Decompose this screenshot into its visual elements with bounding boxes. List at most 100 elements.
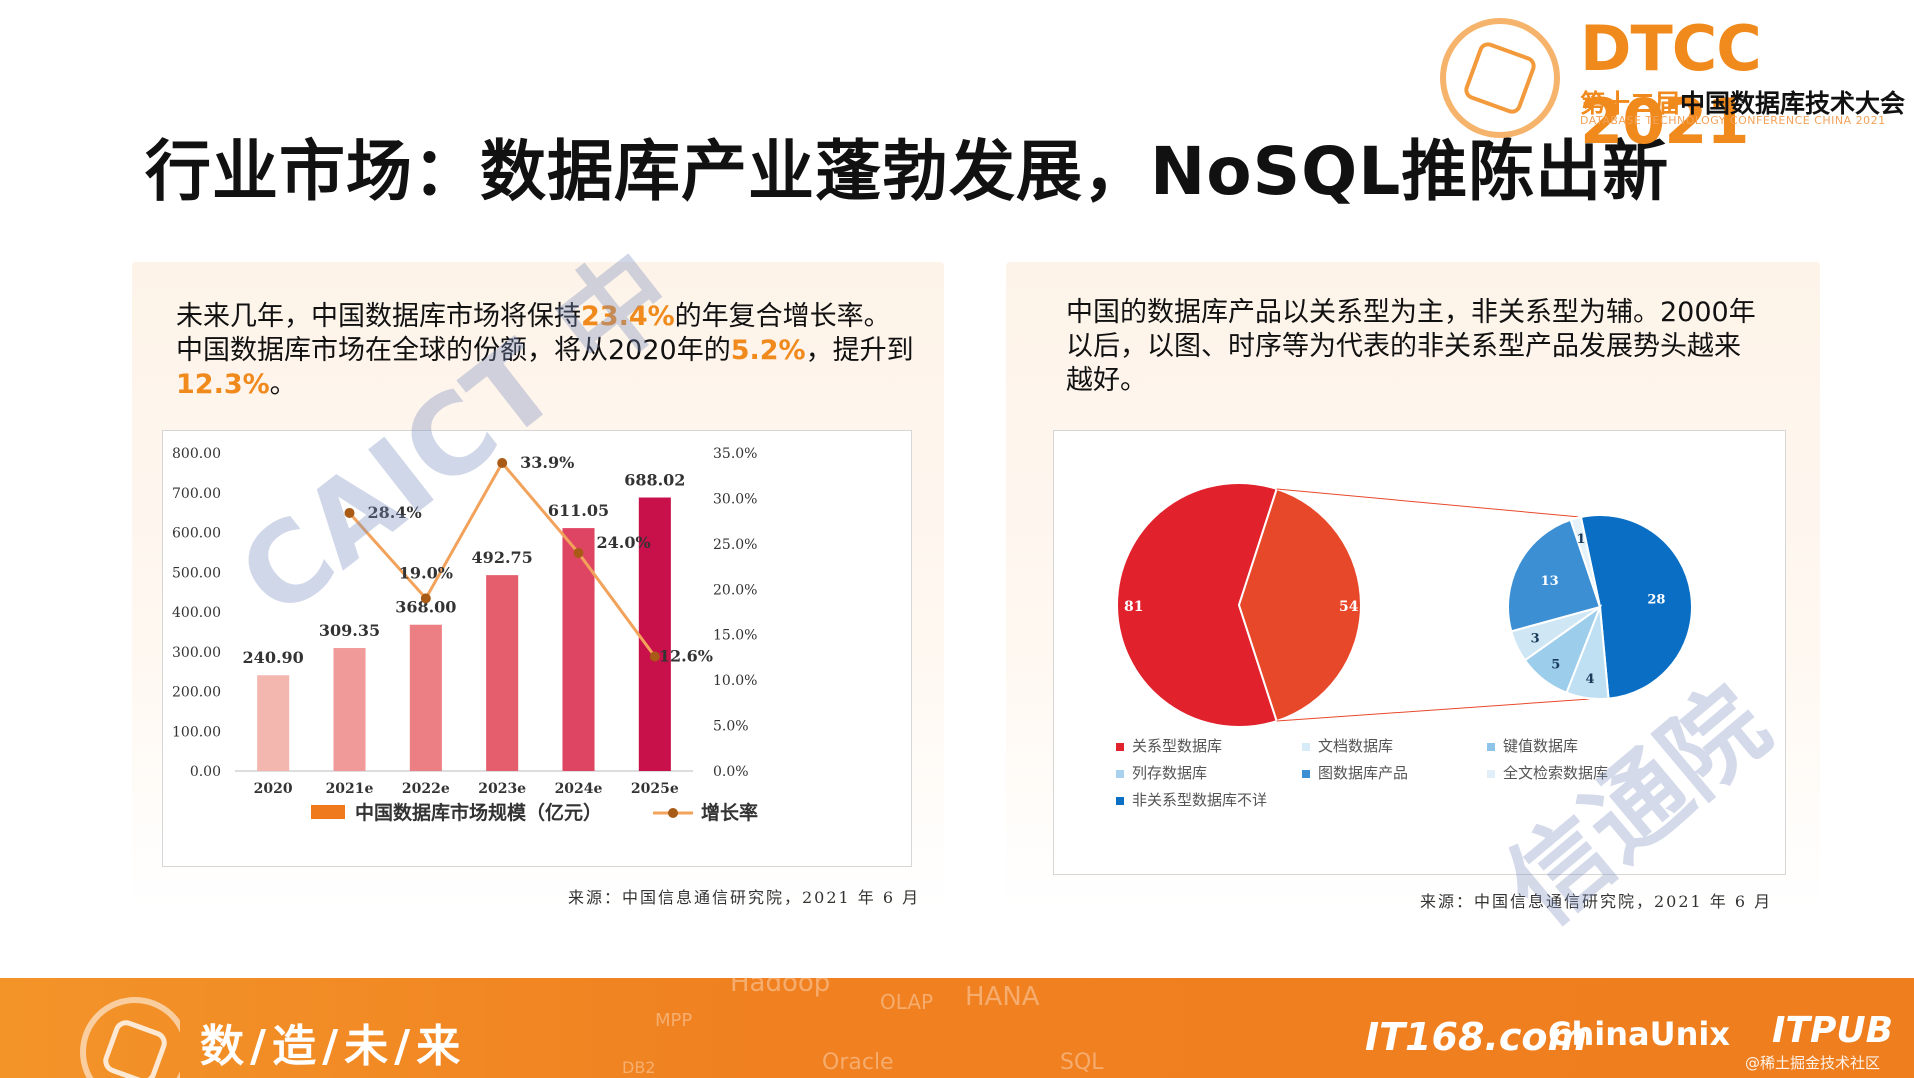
y-left-tick-label: 200.00 xyxy=(172,685,221,701)
it168-logo[interactable]: IT168.com xyxy=(1365,1015,1588,1059)
left-highlight-3: 12.3% xyxy=(176,369,270,400)
left-highlight-2: 5.2% xyxy=(730,335,806,366)
y-right-tick-label: 35.0% xyxy=(713,446,757,462)
pie-legend-label: 非关系型数据库不详 xyxy=(1132,791,1267,809)
left-text-1: 未来几年，中国数据库市场将保持 xyxy=(176,301,581,332)
pie-legend-swatch xyxy=(1116,797,1124,805)
y-left-tick-label: 100.00 xyxy=(172,724,221,740)
breakdown-slice-label: 28 xyxy=(1647,592,1665,607)
right-source: 来源：中国信息通信研究院，2021 年 6 月 xyxy=(1420,892,1773,911)
y-left-tick-label: 400.00 xyxy=(172,605,221,621)
footer-logo-icon xyxy=(80,997,180,1078)
page-title: 行业市场：数据库产业蓬勃发展，NoSQL推陈出新 xyxy=(145,133,1670,210)
brand-subtitle: 第十二届中国数据库技术大会 xyxy=(1580,84,1905,120)
pie-legend-swatch xyxy=(1487,743,1495,751)
left-description: 未来几年，中国数据库市场将保持23.4%的年复合增长率。中国数据库市场在全球的份… xyxy=(176,300,916,402)
connector-line-top xyxy=(1276,488,1581,518)
x-tick-label: 2020 xyxy=(254,781,293,797)
y-right-tick-label: 30.0% xyxy=(713,491,757,507)
bar-value-label: 688.02 xyxy=(624,471,685,490)
y-left-tick-label: 700.00 xyxy=(172,486,221,502)
breakdown-slice-label: 5 xyxy=(1551,658,1560,673)
left-text-3: ，提升到 xyxy=(805,335,914,366)
y-right-tick-label: 20.0% xyxy=(713,582,757,598)
dtcc-logo-icon xyxy=(1440,18,1560,138)
bar-value-label: 368.00 xyxy=(395,598,456,617)
growth-rate-label: 12.6% xyxy=(659,647,713,666)
growth-rate-label: 24.0% xyxy=(597,533,651,552)
breakdown-slice-label: 1 xyxy=(1577,532,1586,547)
y-right-tick-label: 5.0% xyxy=(713,719,749,735)
market-size-chart-svg: 0.00 100.00 200.00 300.00 400.00 500.00 600.00… xyxy=(172,446,758,824)
x-tick-label: 2023e xyxy=(478,781,526,797)
y-left-tick-label: 500.00 xyxy=(172,565,221,581)
growth-rate-point xyxy=(649,651,660,662)
breakdown-slice-label: 3 xyxy=(1531,632,1540,647)
footer-word-db2: DB2 xyxy=(622,1058,656,1077)
growth-rate-label: 33.9% xyxy=(520,453,574,472)
pie-legend-swatch xyxy=(1116,770,1124,778)
footer-word-oracle: Oracle xyxy=(822,1050,894,1075)
pie-label-nonrelational: 54 xyxy=(1339,599,1359,615)
legend-bar-swatch xyxy=(311,805,345,819)
breakdown-slice-label: 4 xyxy=(1585,672,1594,687)
pie-legend-label: 关系型数据库 xyxy=(1132,737,1222,755)
breakdown-slice-label: 13 xyxy=(1541,574,1559,589)
growth-rate-label: 28.4% xyxy=(368,503,422,522)
pie-legend-label: 文档数据库 xyxy=(1318,737,1393,755)
brand-name: DTCC 2021 xyxy=(1580,12,1762,158)
y-right-tick-label: 0.0% xyxy=(713,764,749,780)
footer-slogan: 数/造/未/来 xyxy=(200,1021,467,1072)
y-left-tick-label: 0.00 xyxy=(190,764,221,780)
brand-subtitle-main: 中国数据库技术大会 xyxy=(1680,89,1906,118)
y-left-tick-label: 300.00 xyxy=(172,645,221,661)
footer-bar xyxy=(0,978,1914,1078)
y-left-tick-label: 600.00 xyxy=(172,526,221,542)
legend-line-marker xyxy=(668,808,678,818)
bar-2023e xyxy=(486,575,519,771)
growth-rate-label: 19.0% xyxy=(399,563,453,582)
brand-subtitle-prefix: 第十二届 xyxy=(1580,89,1681,118)
y-right-tick-label: 10.0% xyxy=(713,673,757,689)
bar-2021e xyxy=(333,648,366,771)
bar-2025e xyxy=(638,497,671,771)
bar-value-label: 492.75 xyxy=(472,548,533,567)
itpub-logo[interactable]: ITPUB xyxy=(1772,1010,1894,1051)
bar-value-label: 240.90 xyxy=(243,648,304,667)
pie-legend-swatch xyxy=(1116,743,1124,751)
pie-legend-label: 键值数据库 xyxy=(1503,737,1578,755)
footer-word-hadoop: Hadoop xyxy=(730,968,831,998)
x-tick-label: 2024e xyxy=(555,781,603,797)
x-tick-label: 2021e xyxy=(326,781,374,797)
legend-bar-label: 中国数据库市场规模（亿元） xyxy=(355,801,602,824)
left-text-2: 的年复合增长率。中国数据库市场在全球的份额，将从2020年的 xyxy=(176,301,891,366)
y-right-tick-label: 25.0% xyxy=(713,537,757,553)
y-left-tick-label: 800.00 xyxy=(172,446,221,462)
breakdown-slice xyxy=(1507,518,1602,633)
growth-rate-point xyxy=(573,547,584,558)
footer-word-hana: HANA xyxy=(965,982,1040,1012)
growth-rate-point xyxy=(497,457,508,468)
bar-value-label: 611.05 xyxy=(548,501,609,520)
footer-word-sql: SQL xyxy=(1060,1050,1104,1075)
pie-legend-label: 列存数据库 xyxy=(1132,764,1207,782)
pie-legend-label: 图数据库产品 xyxy=(1318,764,1408,782)
chinaunix-logo[interactable]: ChinaUnix xyxy=(1548,1015,1730,1053)
brand-english: DATABASE TECHNOLOGY CONFERENCE CHINA 202… xyxy=(1580,114,1886,127)
bar-2022e xyxy=(409,624,442,771)
bar-2024e xyxy=(562,528,595,771)
x-tick-label: 2022e xyxy=(402,781,450,797)
market-size-chart: 0.00 100.00 200.00 300.00 400.00 500.00 600.00… xyxy=(162,430,912,867)
right-description: 中国的数据库产品以关系型为主，非关系型为辅。2000年以后，以图、时序等为代表的… xyxy=(1066,297,1756,396)
pie-label-relational: 81 xyxy=(1124,599,1143,615)
pie-slice-nonrelational xyxy=(1237,487,1362,723)
left-text-4: 。 xyxy=(269,369,297,400)
left-highlight-1: 23.4% xyxy=(581,301,675,332)
breakdown-slice xyxy=(1569,515,1601,608)
footer-word-olap: OLAP xyxy=(880,990,934,1014)
db-type-pie-chart: 81 54 28 4 5 3 13 1 关系型数据库 文档数据库 键值数据库 列存数据库 图数据库产品 全… xyxy=(1053,430,1786,875)
pie-legend-swatch xyxy=(1487,770,1495,778)
growth-rate-point xyxy=(344,507,355,518)
legend-line-label: 增长率 xyxy=(701,801,758,824)
